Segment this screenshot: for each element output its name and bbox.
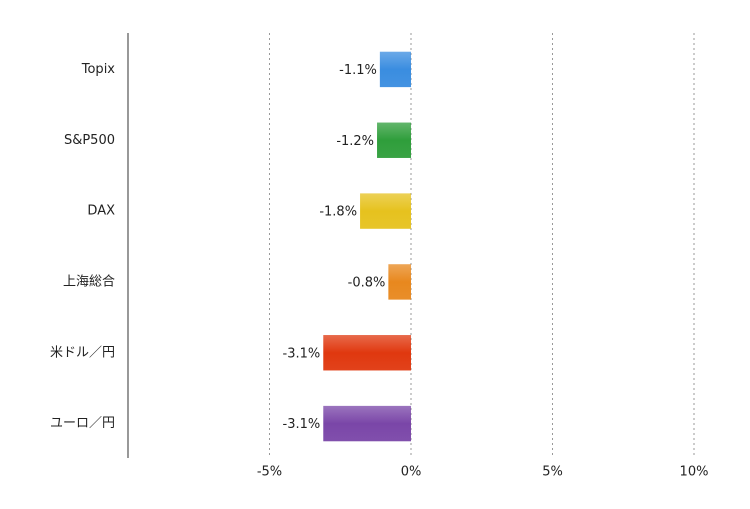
value-label: -1.2% xyxy=(336,134,374,149)
value-label: -1.8% xyxy=(319,205,357,220)
bar xyxy=(323,405,411,442)
bar xyxy=(360,193,411,229)
y-tick-label: Topix xyxy=(81,62,116,77)
bar xyxy=(323,335,411,371)
value-label: -3.1% xyxy=(283,346,321,361)
value-label: -1.1% xyxy=(339,63,377,78)
y-tick-label: DAX xyxy=(87,204,115,219)
x-tick-label: 0% xyxy=(401,465,422,480)
value-label: -0.8% xyxy=(348,275,386,290)
value-label: -3.1% xyxy=(283,417,321,432)
y-tick-label: ユーロ／円 xyxy=(50,416,115,431)
bar xyxy=(388,264,411,300)
x-tick-label: -5% xyxy=(257,465,282,480)
y-tick-label: 米ドル／円 xyxy=(50,345,115,360)
x-tick-label: 10% xyxy=(680,465,709,480)
y-tick-label: S&P500 xyxy=(64,133,115,148)
y-tick-label: 上海総合 xyxy=(63,274,115,289)
bar xyxy=(377,122,411,158)
x-tick-label: 5% xyxy=(542,465,563,480)
bar xyxy=(379,51,411,88)
